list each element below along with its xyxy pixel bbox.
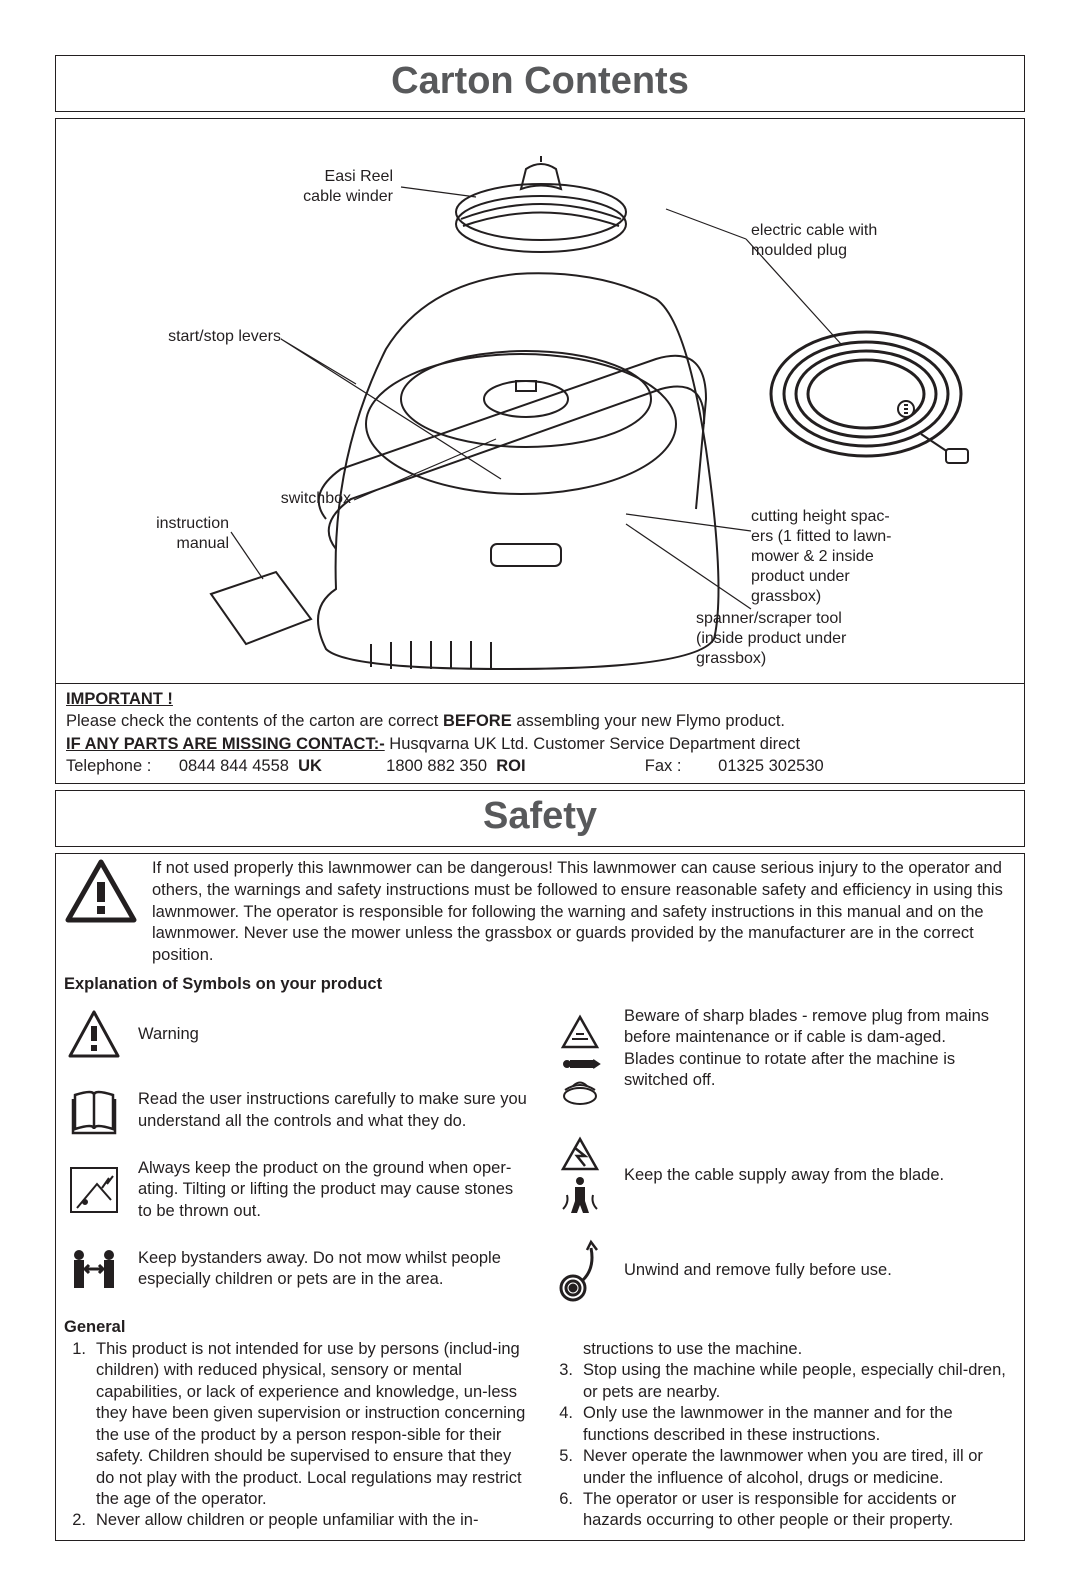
g-txt-6: The operator or user is responsible for … xyxy=(583,1489,1016,1532)
important-box: IMPORTANT ! Please check the contents of… xyxy=(55,683,1025,784)
carton-title-box: Carton Contents xyxy=(55,55,1025,112)
sym-unwind-text: Unwind and remove fully before use. xyxy=(624,1260,892,1281)
g-num-1: 1. xyxy=(64,1339,86,1511)
symbols-col-left: Warning Read the user instructions caref… xyxy=(64,1006,530,1306)
general-item-6: 6. The operator or user is responsible f… xyxy=(551,1489,1016,1532)
safety-title: Safety xyxy=(483,795,597,837)
gap2 xyxy=(526,755,645,777)
tel-roi: 1800 882 350 xyxy=(386,755,496,777)
roi: ROI xyxy=(496,755,525,777)
safety-intro-text: If not used properly this lawnmower can … xyxy=(152,858,1016,967)
symbol-ground-row: Always keep the product on the ground wh… xyxy=(64,1158,530,1222)
safety-box: If not used properly this lawnmower can … xyxy=(55,853,1025,1541)
g-num-2: 2. xyxy=(64,1510,86,1531)
imp-before: BEFORE xyxy=(443,712,512,730)
g-txt-2b: structions to use the machine. xyxy=(551,1339,1016,1360)
g-txt-4: Only use the lawnmower in the manner and… xyxy=(583,1403,1016,1446)
warning-icon xyxy=(64,1006,124,1064)
contents-diagram: Easi Reel cable winder electric cable wi… xyxy=(55,118,1025,683)
symbols-col-right: Beware of sharp blades - remove plug fro… xyxy=(550,1006,1016,1306)
symbols-heading: Explanation of Symbols on your product xyxy=(64,975,1016,994)
safety-intro-row: If not used properly this lawnmower can … xyxy=(64,858,1016,967)
sym-ground-text: Always keep the product on the ground wh… xyxy=(138,1158,530,1222)
general-item-3: 3. Stop using the machine while people, … xyxy=(551,1360,1016,1403)
symbol-cable-row: Keep the cable supply away from the blad… xyxy=(550,1134,1016,1218)
fax-label: Fax : xyxy=(645,755,718,777)
ground-icon xyxy=(64,1161,124,1219)
g-num-5: 5. xyxy=(551,1446,573,1489)
g-num-4: 4. xyxy=(551,1403,573,1446)
tel-label: Telephone : xyxy=(66,755,179,777)
imp-missing: IF ANY PARTS ARE MISSING CONTACT:- xyxy=(66,735,385,753)
symbol-warning-row: Warning xyxy=(64,1006,530,1064)
general-item-4: 4. Only use the lawnmower in the manner … xyxy=(551,1403,1016,1446)
read-manual-icon xyxy=(64,1082,124,1140)
carton-title: Carton Contents xyxy=(391,60,689,102)
general-item-5: 5. Never operate the lawnmower when you … xyxy=(551,1446,1016,1489)
symbols-grid: Warning Read the user instructions caref… xyxy=(64,1006,1016,1306)
general-item-2: 2. Never allow children or people unfami… xyxy=(64,1510,529,1531)
unwind-icon xyxy=(550,1236,610,1306)
blades-icon-stack xyxy=(550,1006,610,1116)
cable-icon-stack xyxy=(550,1134,610,1218)
general-col-left: 1. This product is not intended for use … xyxy=(64,1339,529,1532)
bystanders-icon xyxy=(64,1240,124,1298)
label-manual: instruction manual xyxy=(124,514,229,554)
general-heading: General xyxy=(64,1318,1016,1337)
imp-l2b: Husqvarna UK Ltd. Customer Service Depar… xyxy=(385,735,800,753)
symbol-read-row: Read the user instructions carefully to … xyxy=(64,1082,530,1140)
tel-uk: 0844 844 4558 xyxy=(179,755,298,777)
sym-bystanders-text: Keep bystanders away. Do not mow whilst … xyxy=(138,1248,530,1291)
label-spanner: spanner/scraper tool (inside product und… xyxy=(696,609,921,669)
label-easi-reel: Easi Reel cable winder xyxy=(243,167,393,207)
imp-l1a: Please check the contents of the carton … xyxy=(66,712,443,730)
label-electric-cable: electric cable with moulded plug xyxy=(751,221,931,261)
symbol-bystanders-row: Keep bystanders away. Do not mow whilst … xyxy=(64,1240,530,1298)
symbol-blades-row: Beware of sharp blades - remove plug fro… xyxy=(550,1006,1016,1116)
g-txt-3: Stop using the machine while people, esp… xyxy=(583,1360,1016,1403)
warning-triangle-icon xyxy=(64,858,138,926)
safety-title-box: Safety xyxy=(55,790,1025,847)
sym-read-text: Read the user instructions carefully to … xyxy=(138,1089,530,1132)
uk: UK xyxy=(298,755,322,777)
label-switchbox: switchbox xyxy=(231,489,351,509)
label-start-stop: start/stop levers xyxy=(131,327,281,347)
g-num-3: 3. xyxy=(551,1360,573,1403)
sym-warning-text: Warning xyxy=(138,1024,199,1045)
general-item-1: 1. This product is not intended for use … xyxy=(64,1339,529,1511)
general-col-right: structions to use the machine. 3. Stop u… xyxy=(551,1339,1016,1532)
g-txt-1: This product is not intended for use by … xyxy=(96,1339,529,1511)
g-txt-2: Never allow children or people unfamilia… xyxy=(96,1510,529,1531)
fax-num: 01325 302530 xyxy=(718,755,824,777)
important-heading: IMPORTANT ! xyxy=(66,690,173,708)
gap1 xyxy=(322,755,386,777)
general-columns: 1. This product is not intended for use … xyxy=(64,1339,1016,1536)
imp-l1c: assembling your new Flymo product. xyxy=(512,712,785,730)
label-cutting-height: cutting height spac- ers (1 fitted to la… xyxy=(751,507,941,607)
g-num-6: 6. xyxy=(551,1489,573,1532)
symbol-unwind-row: Unwind and remove fully before use. xyxy=(550,1236,1016,1306)
g-txt-5: Never operate the lawnmower when you are… xyxy=(583,1446,1016,1489)
sym-blades-text: Beware of sharp blades - remove plug fro… xyxy=(624,1006,1016,1092)
sym-cable-text: Keep the cable supply away from the blad… xyxy=(624,1165,944,1186)
